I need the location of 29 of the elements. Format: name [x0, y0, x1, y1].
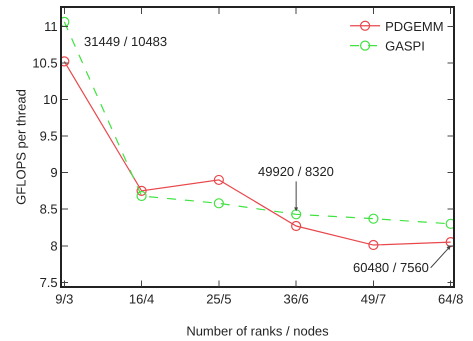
x-tick-label: 9/3 — [55, 291, 74, 306]
y-tick-label: 10.5 — [32, 55, 58, 70]
annotation: 60480 / 7560 — [353, 260, 429, 275]
x-tick-label: 36/6 — [283, 291, 309, 306]
x-tick-label: 16/4 — [128, 291, 154, 306]
point — [136, 190, 147, 202]
point — [368, 240, 379, 250]
legend-label: PDGEMM — [385, 18, 444, 34]
x-axis-title: Number of ranks / nodes — [186, 324, 330, 338]
point — [214, 198, 224, 208]
x-tick-label: 49/7 — [360, 291, 386, 306]
annotation: 49920 / 8320 — [258, 164, 334, 179]
y-axis-title: GFLOPS per thread — [14, 89, 28, 205]
point — [291, 220, 302, 232]
y-tick-label: 8 — [50, 238, 58, 254]
annotation: 31449 / 10483 — [84, 34, 168, 49]
point — [214, 174, 224, 186]
y-tick-label: 9 — [50, 165, 58, 180]
y-tick-label: 10 — [43, 92, 58, 107]
y-tick-label: 11 — [44, 18, 58, 34]
point — [291, 209, 302, 220]
y-tick-label: 7.5 — [40, 274, 58, 290]
y-tick-label: 8.5 — [40, 202, 58, 217]
x-tick-label: 64/8 — [438, 291, 464, 306]
point — [136, 186, 147, 196]
point — [368, 214, 379, 224]
legend-label: GASPI — [385, 38, 425, 54]
y-tick-label: 9.5 — [40, 128, 58, 144]
x-tick-label: 25/5 — [206, 291, 232, 306]
